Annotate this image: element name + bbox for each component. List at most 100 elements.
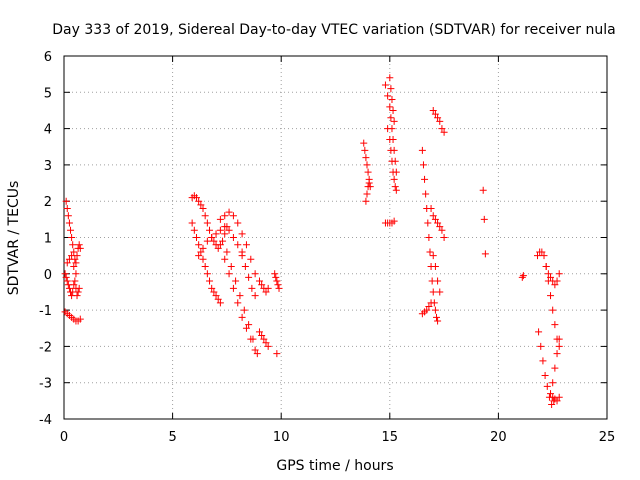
data-point — [65, 255, 73, 263]
series-arc-4b — [418, 299, 435, 318]
data-point — [363, 190, 371, 198]
data-point — [221, 212, 229, 220]
data-point — [195, 252, 203, 260]
data-point — [68, 252, 76, 260]
data-point — [555, 342, 563, 350]
data-point — [192, 234, 200, 241]
y-tick-label: 1 — [44, 232, 52, 247]
data-point — [434, 317, 442, 325]
data-point — [271, 270, 279, 278]
data-point — [264, 342, 272, 350]
data-point — [390, 117, 398, 125]
data-point — [543, 382, 551, 390]
data-point — [481, 250, 489, 258]
data-point — [214, 244, 222, 252]
data-point — [232, 277, 240, 285]
x-tick-labels: 0 5 10 15 20 25 — [60, 430, 615, 445]
data-point — [188, 219, 196, 227]
data-point — [551, 321, 559, 329]
data-point — [548, 400, 556, 408]
series-arc-2i — [255, 277, 272, 296]
x-tick-label: 5 — [168, 430, 176, 445]
series-arc-6e — [542, 263, 563, 289]
data-point — [427, 299, 435, 307]
data-point — [71, 277, 79, 285]
data-point — [69, 241, 77, 249]
y-tick-label: 3 — [44, 159, 52, 174]
data-point — [431, 306, 439, 314]
data-point — [197, 248, 205, 256]
data-point — [210, 288, 218, 296]
data-point — [242, 324, 250, 332]
data-point — [427, 204, 435, 212]
data-point — [364, 183, 372, 191]
data-point — [227, 263, 235, 271]
data-point — [251, 292, 259, 300]
data-point — [386, 103, 394, 111]
data-point — [391, 183, 399, 191]
data-point — [425, 234, 433, 241]
series-arc-2d — [216, 208, 259, 278]
data-point — [255, 328, 263, 336]
data-point — [555, 335, 563, 343]
data-point — [273, 277, 281, 285]
series-arc-4d — [429, 106, 448, 136]
data-point — [223, 248, 231, 256]
data-point — [553, 277, 561, 285]
data-point — [225, 208, 233, 216]
data-point — [389, 106, 397, 114]
data-point — [436, 288, 444, 296]
data-point — [216, 299, 224, 307]
data-point — [208, 284, 216, 292]
data-point — [429, 212, 437, 220]
data-point — [63, 277, 71, 285]
data-point — [555, 270, 563, 278]
data-point — [480, 215, 488, 223]
data-point — [440, 234, 448, 241]
data-point — [238, 252, 246, 260]
data-point — [384, 125, 392, 133]
series-arc-6f — [549, 393, 563, 405]
data-point — [260, 335, 268, 343]
data-point — [206, 277, 214, 285]
data-point — [388, 96, 396, 104]
data-point — [247, 255, 255, 263]
data-point — [436, 117, 444, 125]
data-point — [195, 241, 203, 249]
data-point — [68, 234, 76, 241]
data-point — [539, 357, 547, 365]
data-point — [225, 270, 233, 278]
data-point — [434, 114, 442, 122]
data-point — [203, 219, 211, 227]
y-tick-label: -2 — [39, 340, 52, 355]
data-point — [195, 197, 203, 205]
series-arc-3d — [384, 125, 400, 194]
data-point — [251, 346, 259, 354]
data-point — [197, 201, 205, 209]
data-point — [518, 273, 526, 281]
data-point — [62, 273, 70, 281]
x-tick-label: 25 — [599, 430, 616, 445]
data-point — [75, 284, 83, 292]
y-tick-label: -3 — [39, 377, 52, 392]
data-point — [384, 92, 392, 100]
series-arc-2h — [255, 328, 272, 350]
data-point — [390, 217, 398, 225]
data-point — [363, 161, 371, 169]
data-point — [388, 157, 396, 165]
data-point — [190, 226, 198, 234]
data-point — [535, 328, 543, 336]
series-arc-2j — [271, 270, 283, 292]
data-point — [519, 272, 527, 280]
data-point — [73, 292, 81, 300]
data-point — [63, 204, 71, 212]
data-point — [255, 277, 263, 285]
data-point — [63, 259, 71, 267]
data-point — [429, 106, 437, 114]
grid — [64, 56, 607, 419]
data-point — [387, 85, 395, 93]
data-point — [221, 223, 229, 231]
data-point — [70, 281, 78, 289]
data-point — [229, 284, 237, 292]
data-point — [192, 194, 200, 202]
